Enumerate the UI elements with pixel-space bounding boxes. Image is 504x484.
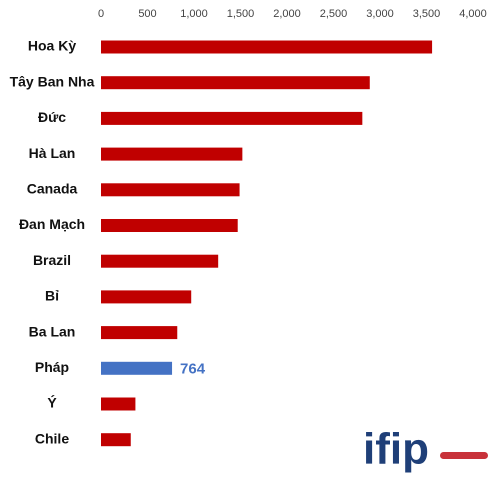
bar	[101, 111, 363, 125]
y-tick-label: Hoa Kỳ	[28, 38, 76, 54]
y-tick-label: Đan Mạch	[19, 216, 85, 232]
y-tick-label: Canada	[27, 181, 78, 197]
bar	[101, 76, 370, 90]
y-tick-label: Đức	[38, 109, 66, 125]
y-tick-label: Hà Lan	[29, 145, 76, 161]
y-tick-label: Ba Lan	[29, 323, 76, 339]
y-tick-label: Tây Ban Nha	[10, 73, 95, 89]
y-tick-label: Pháp	[35, 359, 69, 375]
bar	[101, 219, 238, 232]
bar	[101, 433, 131, 447]
bar	[101, 40, 433, 54]
y-tick-label: Bỉ	[45, 288, 59, 304]
x-tick-label: 1,500	[227, 8, 255, 20]
bar	[101, 361, 173, 375]
x-tick-label: 4,000	[459, 8, 487, 20]
x-tick-label: 2,500	[320, 8, 348, 20]
x-tick-label: 2,000	[273, 8, 301, 20]
x-tick-label: 3,500	[413, 8, 441, 20]
bar	[101, 326, 178, 340]
bar	[101, 290, 192, 304]
bar	[101, 397, 136, 411]
x-tick-label: 500	[138, 8, 156, 20]
logo-dash	[440, 452, 488, 459]
bar	[101, 254, 219, 268]
y-tick-label: Brazil	[33, 252, 71, 268]
bar	[101, 147, 243, 161]
bar	[101, 183, 240, 197]
y-tick-label: Chile	[35, 430, 69, 446]
x-tick-label: 0	[98, 8, 104, 20]
y-tick-label: Ý	[47, 394, 57, 411]
value-label: 764	[180, 360, 206, 377]
x-tick-label: 3,000	[366, 8, 394, 20]
x-tick-label: 1,000	[180, 8, 208, 20]
logo-text: ifip	[363, 425, 429, 474]
